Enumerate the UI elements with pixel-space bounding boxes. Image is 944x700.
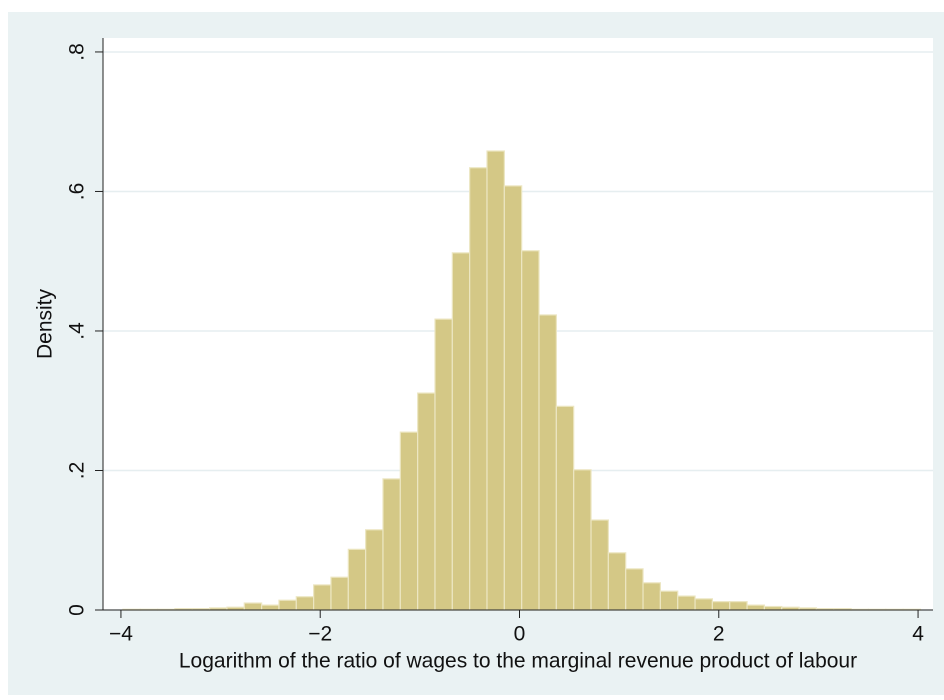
bar xyxy=(763,605,783,611)
x-tick-label: 4 xyxy=(912,623,924,646)
x-tick-label: −2 xyxy=(308,623,332,646)
bar xyxy=(538,314,557,611)
x-tick-label: 0 xyxy=(514,623,526,646)
y-axis-label: Density xyxy=(34,288,57,359)
bar xyxy=(243,602,263,611)
bar xyxy=(503,185,523,611)
bar xyxy=(295,596,315,611)
bar xyxy=(573,469,592,611)
bar xyxy=(261,604,280,611)
bar xyxy=(625,568,644,611)
bar xyxy=(642,582,661,611)
y-tick-label: .4 xyxy=(66,322,89,340)
y-tick-label: .6 xyxy=(66,183,89,201)
bar xyxy=(486,150,505,611)
x-tick-label: 2 xyxy=(713,623,725,646)
y-tick-label: .8 xyxy=(66,43,89,61)
bar xyxy=(365,529,384,611)
bar xyxy=(434,318,453,611)
bar xyxy=(347,548,367,611)
y-tick-label: .2 xyxy=(66,462,89,480)
bar xyxy=(694,598,713,611)
bar xyxy=(659,590,679,611)
bar xyxy=(607,552,627,611)
bar xyxy=(711,601,731,611)
bar xyxy=(521,250,540,611)
bar xyxy=(677,595,696,611)
bar xyxy=(399,431,419,611)
x-tick-label: −4 xyxy=(109,623,133,646)
bar xyxy=(555,405,575,611)
bar xyxy=(590,519,609,611)
bar xyxy=(313,584,332,611)
bar xyxy=(746,604,766,611)
bar xyxy=(278,599,297,611)
bar xyxy=(451,252,471,611)
bar xyxy=(417,392,436,611)
y-tick-label: 0 xyxy=(66,604,89,616)
bar xyxy=(382,478,401,611)
x-axis-label: Logarithm of the ratio of wages to the m… xyxy=(179,650,857,673)
bar xyxy=(469,167,488,611)
bar xyxy=(729,601,748,611)
bar xyxy=(330,576,349,611)
